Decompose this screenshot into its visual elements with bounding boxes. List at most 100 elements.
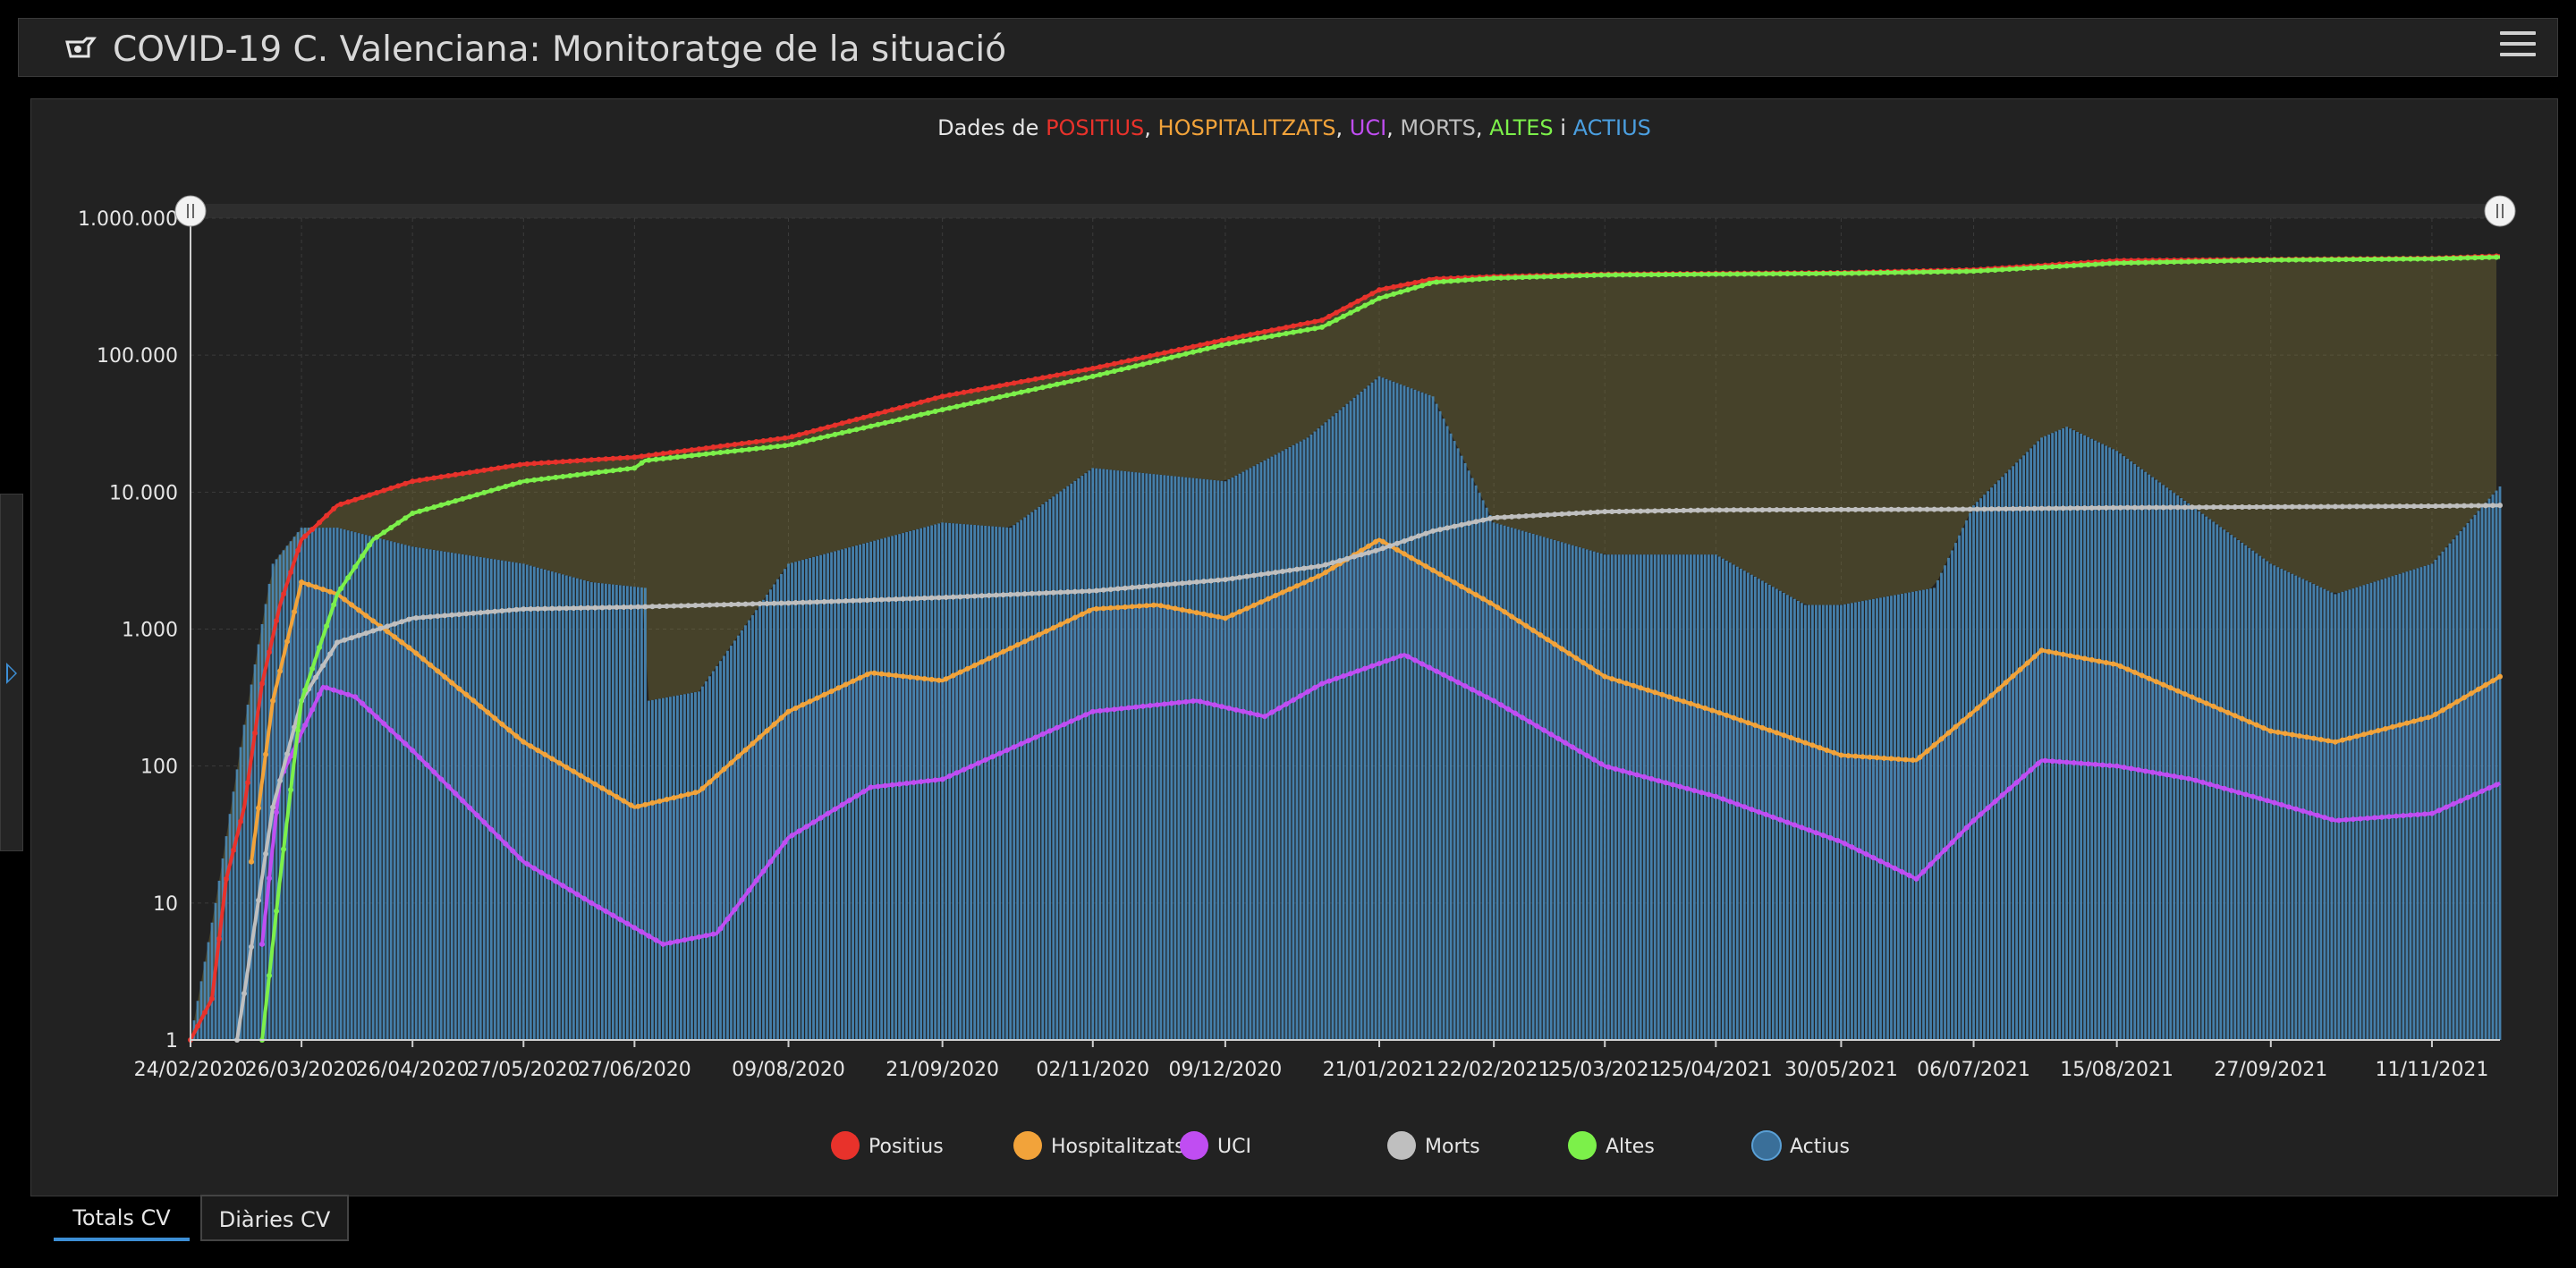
- hamburger-menu-icon[interactable]: [2500, 31, 2536, 65]
- data-point-hospitalitzats: [1502, 609, 1508, 615]
- data-point-hospitalitzats: [986, 655, 992, 662]
- actius-bar: [705, 680, 708, 1040]
- actius-bar: [1295, 443, 1299, 1040]
- actius-bar: [2101, 444, 2105, 1040]
- data-point-morts: [1795, 507, 1801, 513]
- data-point-morts: [592, 604, 598, 611]
- actius-bar: [1377, 376, 1381, 1041]
- chart-title-part: i: [1553, 115, 1573, 140]
- actius-bar: [647, 700, 650, 1040]
- actius-bar: [532, 566, 536, 1040]
- data-point-altes: [789, 441, 795, 447]
- data-point-uci: [646, 933, 652, 939]
- data-point-uci: [775, 849, 781, 855]
- data-point-altes: [360, 553, 366, 559]
- range-handle-right[interactable]: [2484, 195, 2516, 227]
- data-point-positius: [696, 446, 702, 452]
- data-point-hospitalitzats: [2382, 725, 2388, 731]
- data-point-hospitalitzats: [599, 785, 606, 791]
- data-point-uci: [524, 861, 530, 867]
- legend-item-actius[interactable]: Actius: [1751, 1130, 1850, 1161]
- tab-totals-cv[interactable]: Totals CV: [54, 1195, 190, 1241]
- data-point-positius: [1018, 378, 1024, 385]
- data-point-uci: [2278, 801, 2284, 807]
- legend-item-morts[interactable]: Morts: [1387, 1131, 1480, 1160]
- data-point-uci: [946, 773, 953, 779]
- data-point-hospitalitzats: [1114, 604, 1121, 611]
- data-point-positius: [639, 453, 645, 460]
- actius-bar: [1317, 428, 1320, 1040]
- legend-item-hospitalitzats[interactable]: Hospitalitzats: [1013, 1131, 1185, 1160]
- data-point-morts: [900, 596, 906, 602]
- data-point-altes: [2471, 255, 2478, 261]
- actius-bar: [2312, 584, 2316, 1040]
- data-point-hospitalitzats: [1652, 689, 1658, 696]
- data-point-morts: [1014, 591, 1021, 597]
- data-point-morts: [635, 604, 641, 610]
- data-point-uci: [2114, 763, 2120, 769]
- data-point-positius: [338, 501, 344, 507]
- data-point-positius: [631, 454, 638, 461]
- data-point-hospitalitzats: [1580, 660, 1587, 666]
- range-handle-left[interactable]: [174, 195, 207, 227]
- data-point-uci: [1061, 722, 1067, 728]
- covid-chart[interactable]: 1101001.00010.000100.0001.000.00024/02/2…: [31, 99, 2559, 1197]
- tab-diaries-cv[interactable]: Diàries CV: [200, 1195, 349, 1241]
- data-point-uci: [1856, 848, 1862, 854]
- data-point-uci: [2300, 808, 2306, 815]
- legend-item-altes[interactable]: Altes: [1568, 1131, 1655, 1160]
- data-point-morts: [2232, 504, 2238, 511]
- data-point-morts: [1910, 506, 1916, 512]
- actius-bar: [1858, 601, 1860, 1040]
- data-point-uci: [1713, 793, 1719, 799]
- actius-bar: [2076, 432, 2080, 1040]
- data-point-hospitalitzats: [2031, 654, 2038, 660]
- data-point-uci: [2371, 815, 2377, 821]
- data-point-hospitalitzats: [1931, 742, 1937, 748]
- actius-bar: [1023, 517, 1027, 1040]
- data-point-hospitalitzats: [2325, 738, 2331, 744]
- data-point-hospitalitzats: [785, 708, 792, 714]
- actius-bar: [1442, 418, 1445, 1041]
- legend-item-positius[interactable]: Positius: [831, 1131, 944, 1160]
- data-point-hospitalitzats: [1007, 645, 1013, 651]
- data-point-altes: [1046, 383, 1053, 389]
- actius-bar: [1077, 478, 1080, 1040]
- data-point-morts: [785, 600, 792, 606]
- data-point-hospitalitzats: [1459, 583, 1465, 589]
- x-tick-label: 26/03/2020: [245, 1059, 359, 1081]
- actius-bar: [2047, 434, 2051, 1040]
- data-point-morts: [957, 594, 963, 600]
- data-point-altes: [2135, 259, 2141, 266]
- actius-bar: [393, 542, 396, 1040]
- actius-bar: [1836, 604, 1839, 1040]
- data-point-altes: [1527, 274, 1533, 280]
- actius-bar: [2029, 448, 2032, 1040]
- actius-bar: [2015, 462, 2018, 1040]
- actius-bar: [2208, 519, 2212, 1040]
- actius-bar: [805, 559, 808, 1040]
- actius-bar: [221, 858, 225, 1040]
- data-point-positius: [1082, 367, 1089, 373]
- data-point-morts: [2224, 504, 2231, 511]
- actius-bar: [307, 528, 310, 1040]
- actius-bar: [1894, 595, 1896, 1040]
- data-point-uci: [474, 812, 480, 818]
- data-point-uci: [1641, 773, 1648, 780]
- data-point-hospitalitzats: [1659, 691, 1665, 697]
- legend-item-uci[interactable]: UCI: [1180, 1131, 1251, 1160]
- actius-bar: [521, 563, 525, 1040]
- actius-bar: [948, 522, 952, 1040]
- actius-bar: [1936, 580, 1939, 1040]
- data-point-positius: [896, 405, 902, 411]
- side-panel-toggle[interactable]: [0, 494, 23, 851]
- actius-bar: [1181, 477, 1184, 1040]
- data-point-morts: [1938, 506, 1945, 512]
- data-point-hospitalitzats: [299, 579, 305, 586]
- data-point-altes: [281, 846, 287, 852]
- data-point-uci: [1154, 702, 1160, 708]
- data-point-morts: [664, 603, 670, 609]
- data-point-hospitalitzats: [1809, 742, 1816, 748]
- legend-swatch: [1568, 1131, 1597, 1160]
- data-point-altes: [631, 465, 638, 471]
